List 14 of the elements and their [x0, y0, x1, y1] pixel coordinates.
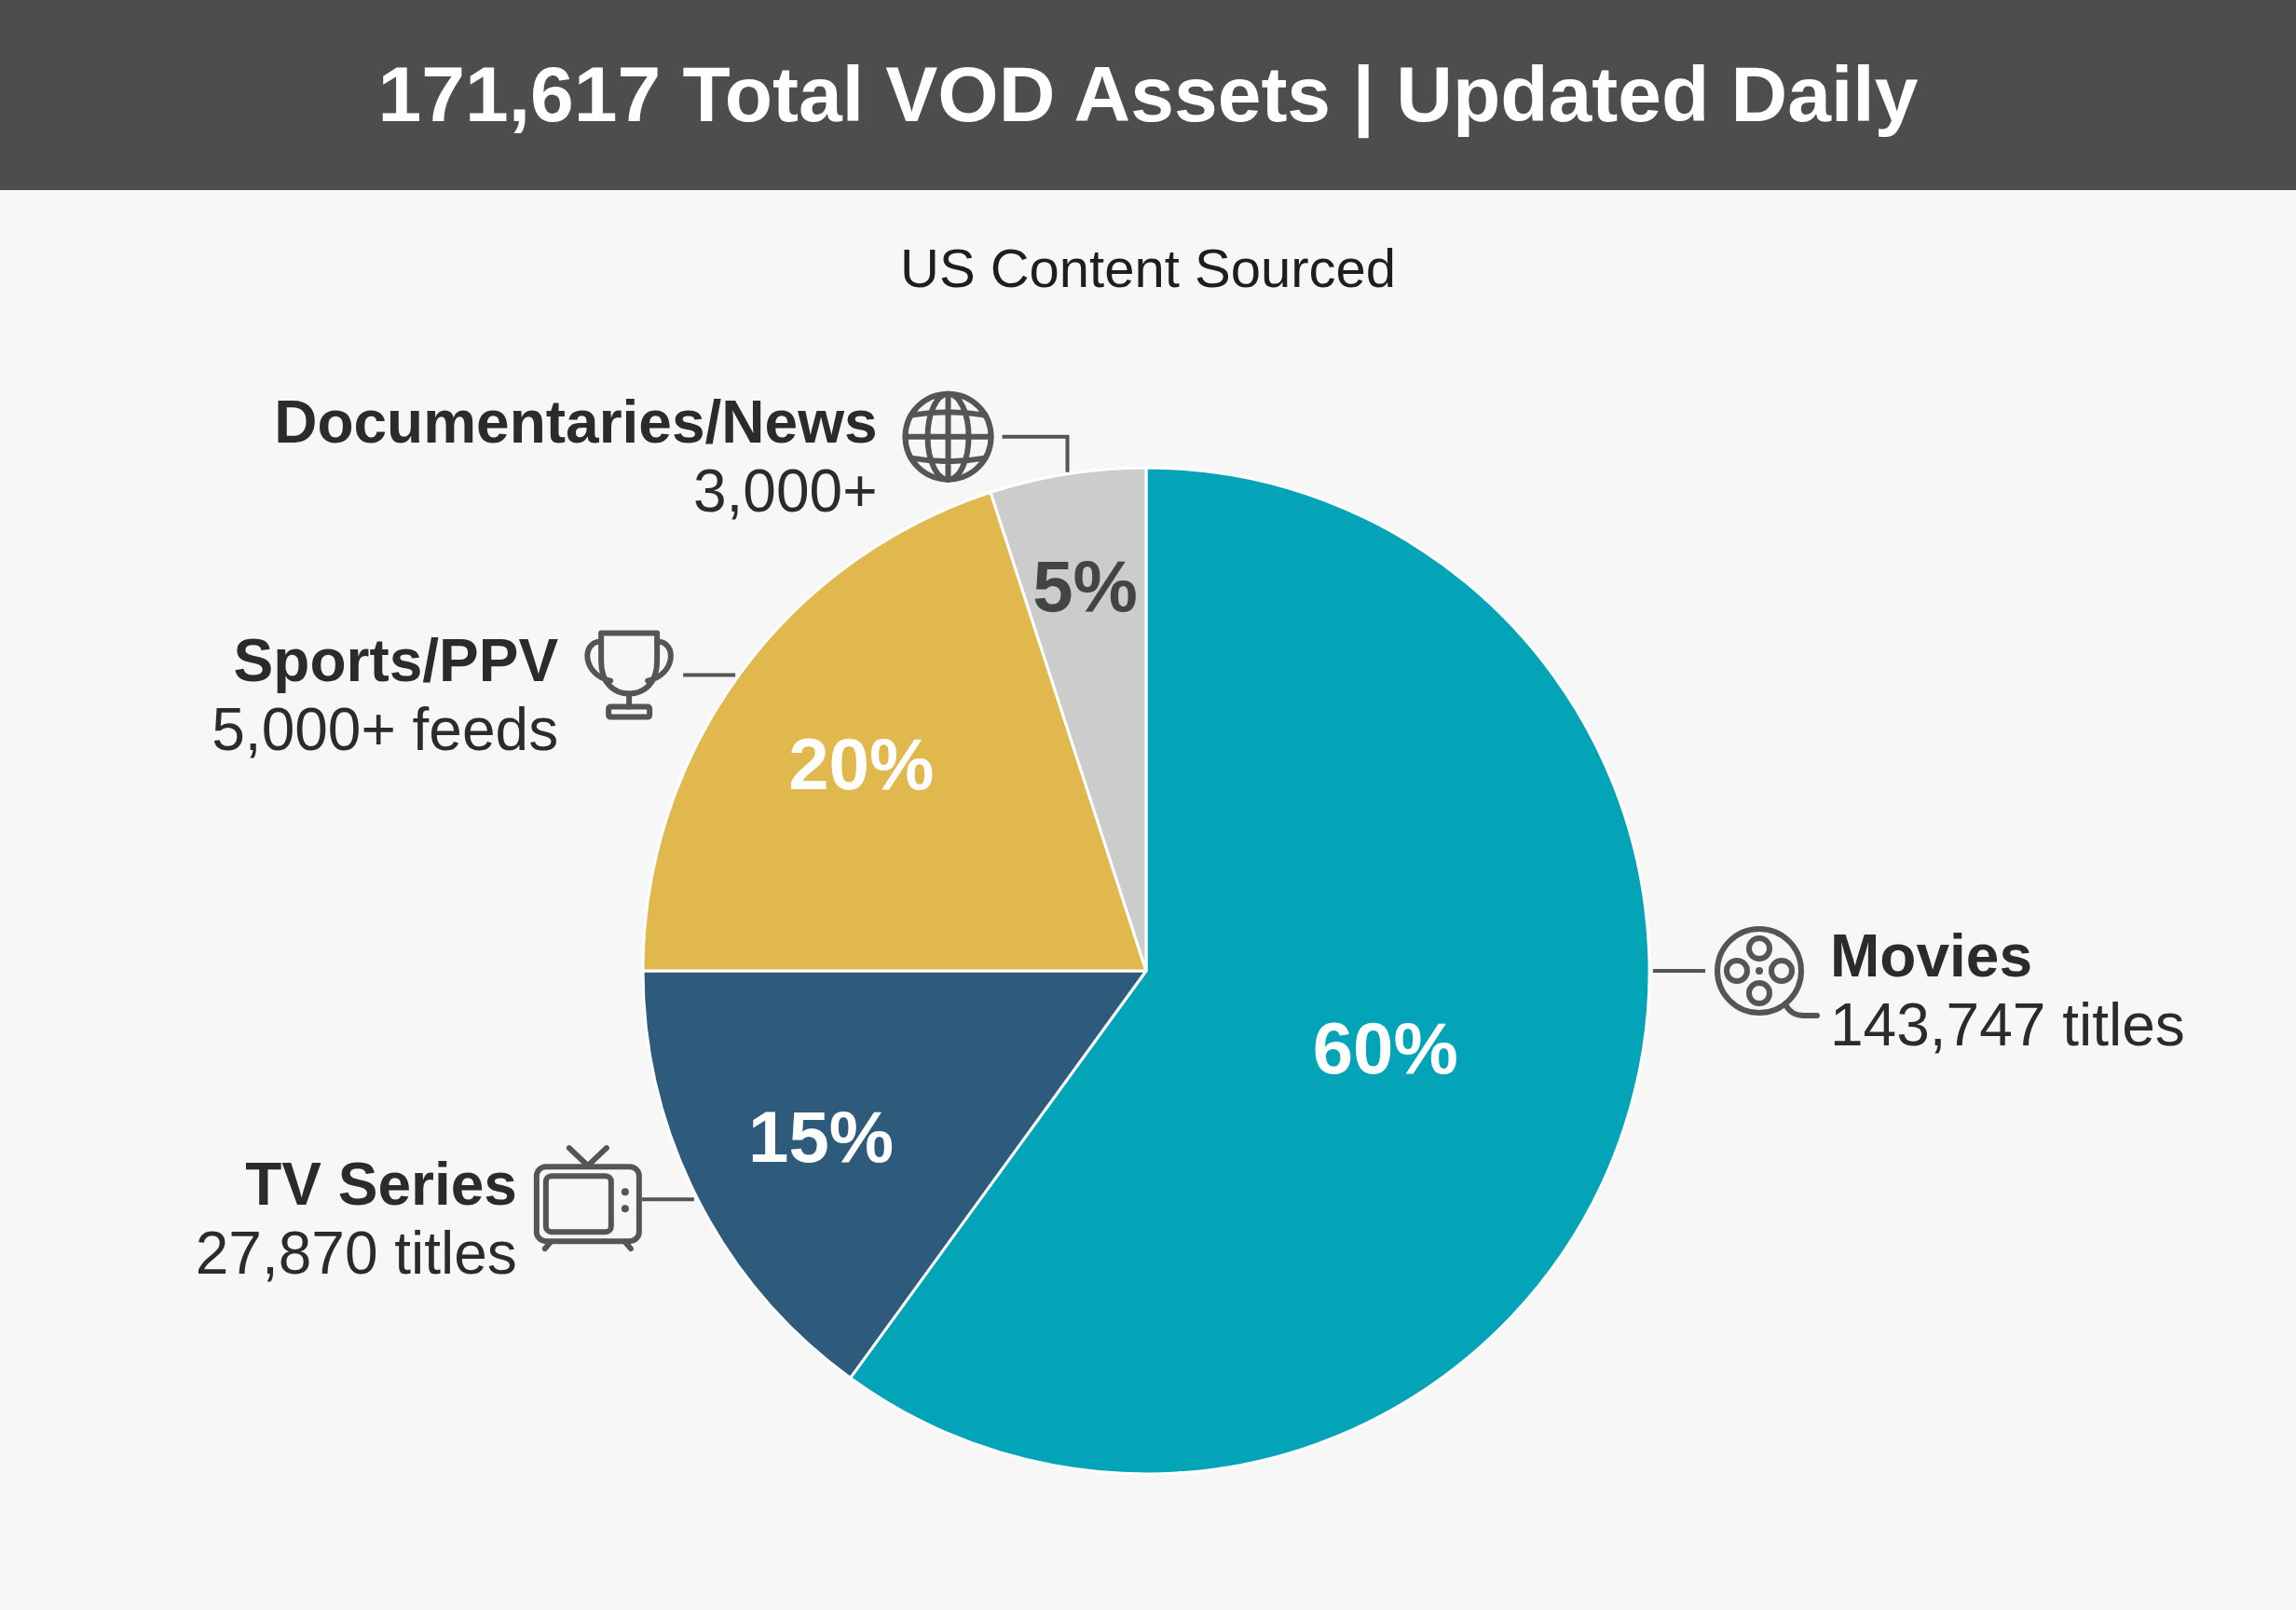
- slice-label: TV Series: [245, 1151, 517, 1219]
- data-label: 20%: [788, 722, 935, 805]
- data-label: 5%: [1032, 544, 1138, 627]
- data-label: 60%: [1312, 1007, 1458, 1090]
- chart-title: 171,617 Total VOD Assets | Updated Daily: [377, 50, 1919, 139]
- chart-subtitle: US Content Sourced: [900, 238, 1396, 298]
- text: 143,747 titles: [1830, 991, 2185, 1058]
- slice-label: Movies: [1830, 922, 2032, 989]
- text: 27,870 titles: [195, 1220, 517, 1288]
- slice-label: Sports/PPV: [233, 626, 559, 694]
- text: 3,000+: [692, 457, 878, 525]
- slice-label: Documentaries/News: [274, 388, 878, 456]
- text: 5,000+ feeds: [212, 695, 559, 763]
- data-label: 15%: [748, 1095, 895, 1178]
